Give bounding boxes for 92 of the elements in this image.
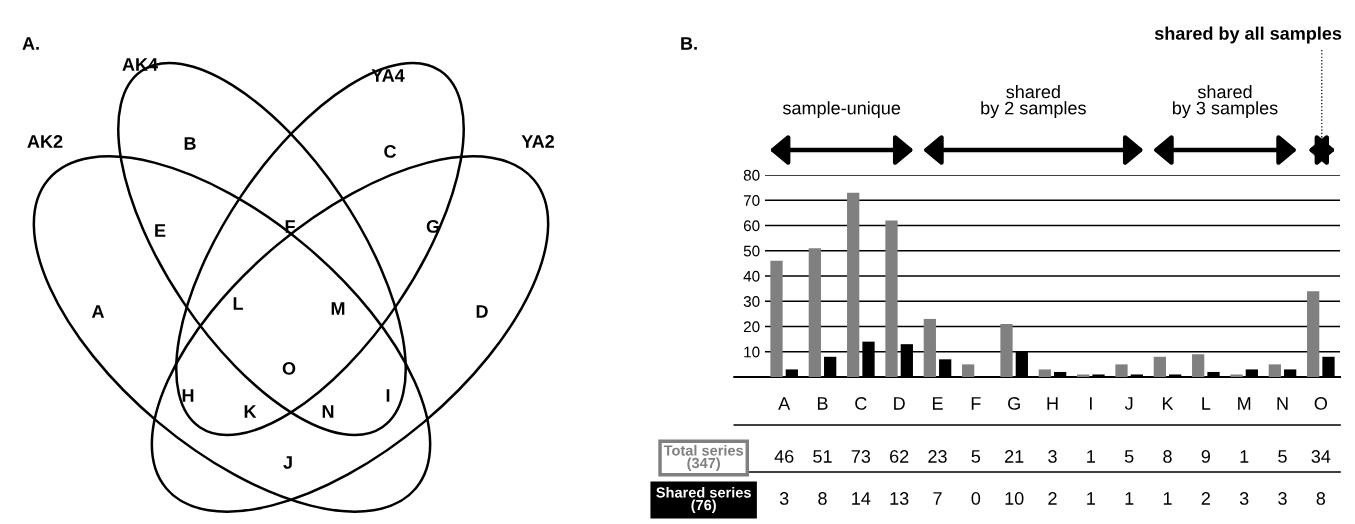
data-label: 14 — [852, 492, 871, 505]
y-tick-label: 30 — [743, 296, 760, 307]
bar — [1268, 364, 1281, 377]
data-label: 1 — [1163, 492, 1172, 505]
data-label: 7 — [933, 492, 942, 505]
data-label: 3 — [1239, 492, 1249, 505]
text: H — [182, 389, 194, 402]
text: N — [322, 405, 334, 418]
text: K — [244, 405, 257, 418]
data-label: 3 — [1048, 450, 1057, 463]
text: A. — [22, 37, 39, 50]
data-label: 62 — [890, 450, 909, 463]
text: D — [476, 305, 488, 318]
text: A — [91, 305, 105, 318]
x-tick-label: J — [1124, 397, 1133, 410]
data-label: 5 — [1124, 450, 1134, 463]
x-tick-label: A — [778, 397, 791, 410]
x-tick-label: O — [1314, 397, 1327, 410]
text: O — [282, 362, 296, 375]
text: I — [386, 389, 390, 402]
data-label: 5 — [971, 450, 981, 463]
x-tick-label: N — [1277, 397, 1288, 410]
x-tick-label: E — [932, 397, 943, 410]
data-label: 8 — [1316, 492, 1326, 505]
text: AK2 — [27, 135, 63, 148]
bar — [923, 318, 936, 377]
text: J — [283, 456, 292, 469]
bar — [1153, 356, 1166, 377]
bar — [1077, 374, 1090, 377]
text: YA2 — [521, 135, 555, 148]
bar — [808, 248, 821, 377]
y-tick-label: 10 — [744, 346, 760, 358]
bar — [1192, 354, 1205, 377]
data-label: 0 — [971, 492, 981, 505]
data-label: 1 — [1087, 450, 1095, 463]
y-tick-label: 50 — [743, 245, 760, 257]
x-tick-label: G — [1008, 397, 1020, 410]
data-label: 1 — [1125, 492, 1134, 505]
text: M — [331, 302, 345, 315]
bar — [1000, 323, 1013, 377]
text: Total series (347) — [663, 444, 744, 472]
y-tick-label: 40 — [743, 270, 760, 282]
text: E — [155, 224, 166, 237]
data-label: 51 — [813, 450, 832, 463]
text: shared by 2 samples — [981, 84, 1086, 118]
chart-title: B. — [681, 37, 697, 50]
data-label: 21 — [1005, 450, 1024, 463]
y-tick-label: 20 — [743, 321, 760, 333]
x-tick-label: K — [1162, 397, 1174, 410]
text: B — [184, 137, 196, 150]
x-tick-label: L — [1202, 397, 1211, 410]
x-tick-label: D — [894, 397, 905, 410]
text: YA4 — [371, 69, 405, 82]
bar — [962, 364, 975, 377]
text: Shared series (76) — [656, 486, 751, 514]
x-tick-label: M — [1238, 397, 1251, 410]
y-tick-label: 80 — [743, 169, 760, 181]
text: sample-unique — [782, 101, 901, 118]
x-tick-label: I — [1089, 397, 1092, 410]
data-label: 1 — [1240, 450, 1249, 463]
text: shared by all samples — [1154, 26, 1342, 44]
data-label: 73 — [851, 450, 871, 463]
text: shared by 3 samples — [1172, 84, 1278, 118]
bar — [1038, 369, 1051, 377]
data-label: 2 — [1048, 492, 1057, 505]
y-tick-label: 70 — [743, 195, 760, 206]
text: L — [233, 297, 243, 310]
data-label: 46 — [774, 450, 794, 463]
data-label: 9 — [1201, 450, 1210, 463]
data-label: 13 — [890, 492, 909, 505]
bar — [885, 220, 898, 377]
data-label: 3 — [779, 492, 789, 505]
x-tick-label: H — [1047, 397, 1058, 410]
data-label: 3 — [1278, 492, 1287, 505]
bar — [1230, 374, 1243, 377]
bar — [847, 192, 860, 377]
bar — [1307, 291, 1320, 377]
data-label: 23 — [928, 450, 947, 463]
data-label: 34 — [1311, 450, 1331, 463]
data-label: 10 — [1005, 492, 1024, 505]
bar — [1115, 364, 1128, 377]
bar — [770, 260, 783, 377]
x-tick-label: B — [817, 397, 828, 410]
y-tick-label: 60 — [743, 220, 760, 232]
data-label: 1 — [1087, 492, 1095, 505]
x-tick-label: F — [971, 397, 981, 410]
data-label: 8 — [1163, 450, 1172, 463]
text: C — [384, 145, 397, 158]
data-label: 5 — [1278, 450, 1287, 463]
data-label: 8 — [818, 492, 827, 505]
x-tick-label: C — [855, 397, 867, 410]
data-label: 2 — [1201, 492, 1210, 505]
